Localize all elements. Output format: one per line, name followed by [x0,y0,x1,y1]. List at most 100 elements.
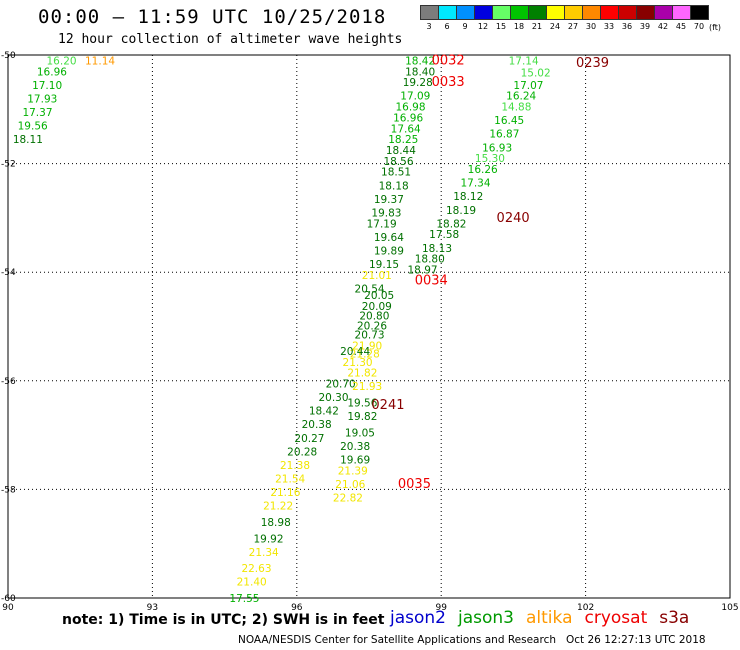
legend-label: 15 [495,22,507,31]
legend-swatch [690,5,709,20]
wave-height-label: 18.51 [381,167,411,179]
wave-height-label: 21.30 [343,357,373,369]
wave-height-label: 15.30 [475,153,505,165]
wave-height-label: 16.93 [482,142,512,154]
legend-label: 6 [444,22,450,31]
legend-label: 30 [585,22,597,31]
y-tick-label: -52 [1,160,16,170]
legend-label: 42 [657,22,669,31]
footer-credit: NOAA/NESDIS Center for Satellite Applica… [238,634,706,646]
wave-height-map: 90 93 96 99 102 105 -50 -52 -54 -56 -58 -60 16.20 11.… [1,51,739,610]
legend-item: 30 [582,5,601,32]
wave-height-label: 16.45 [494,115,524,127]
wave-height-label: 30.11 [222,609,252,610]
wave-height-label: 21.28 [350,349,380,361]
wave-height-label: 17.19 [367,218,397,230]
wave-height-label: 21.40 [237,577,267,589]
wave-height-label: 17.64 [391,123,421,135]
wave-height-label: 18.98 [261,517,291,529]
page-title: 00:00 – 11:59 UTC 10/25/2018 [38,6,387,28]
wave-height-label: 19.15 [369,259,399,271]
wave-height-label: 18.40 [405,66,435,78]
wave-height-label: 20.73 [355,330,385,342]
satellite-cryosat: cryosat [584,608,648,628]
legend-label: 21 [531,22,543,31]
wave-height-label: 19.56 [18,121,48,133]
wave-height-label: 18.80 [415,254,445,266]
wave-height-label: 21.39 [338,465,368,477]
wave-height-label: 18.18 [379,180,409,192]
wave-height-label: 20.28 [287,446,317,458]
pass-time-label: 0035 [398,477,431,492]
wave-height-label: 18.19 [446,205,476,217]
page-subtitle: 12 hour collection of altimeter wave hei… [58,32,403,47]
wave-height-label: 17.14 [509,55,539,67]
wave-height-label: 18.25 [388,134,418,146]
wave-height-label: 22.82 [333,493,363,505]
wave-height-label: 21.93 [352,381,382,393]
y-tick-label: -56 [1,377,16,387]
wave-height-label: 20.44 [340,346,370,358]
wave-height-label: 16.98 [395,102,425,114]
x-tick-label: 96 [291,603,303,610]
legend-label: 39 [639,22,651,31]
satellite-jason3: jason3 [458,608,514,628]
wave-height-label: 19.64 [374,232,404,244]
pass-time-label: 0240 [497,211,530,226]
satellite-jason2: jason2 [390,608,446,628]
wave-height-label: 17.09 [400,91,430,103]
wave-height-label: 19.37 [374,194,404,206]
x-tick-label: 105 [721,603,738,610]
wave-height-label: 17.07 [513,80,543,92]
wave-height-label: 21.90 [352,341,382,353]
wave-height-label: 20.38 [340,441,370,453]
wave-height-label: 17.55 [229,593,259,605]
wave-height-label: 21.06 [335,479,365,491]
wave-height-label: 18.82 [436,218,466,230]
wave-height-label: 17.34 [460,178,490,190]
wave-height-label: 19.56 [347,398,377,410]
wave-height-label: 19.92 [253,533,283,545]
legend-item: 45 [672,5,691,32]
legend-label: 24 [549,22,561,31]
pass-time-label: 0034 [415,273,448,288]
wave-height-label: 20.27 [294,433,324,445]
wave-height-label: 19.82 [347,411,377,423]
wave-height-label: 16.87 [489,129,519,141]
legend-label: 45 [675,22,687,31]
legend-item: 3 [420,5,439,32]
wave-height-label: 18.42 [405,55,435,67]
wave-height-label: 20.30 [318,392,348,404]
wave-height-label: 17.58 [429,229,459,241]
legend-item: 70 [690,5,709,32]
x-tick-label: 102 [577,603,594,610]
legend-label: 27 [567,22,579,31]
wave-height-label: 19.05 [345,427,375,439]
legend-label: 3 [426,22,432,31]
wave-height-label: 21.54 [275,474,305,486]
legend-label: 70 [693,22,705,31]
wave-height-label: 16.20 [47,55,77,67]
wave-height-label: 18.42 [309,406,339,418]
y-tick-label: -54 [1,268,16,278]
wave-height-label: 16.96 [37,66,67,78]
wave-height-label: 20.26 [357,320,387,332]
wave-height-label: 22.63 [241,563,271,575]
x-tick-label: 90 [2,603,14,610]
pass-time-label: 0032 [432,53,465,68]
wave-height-label: 15.02 [521,67,551,79]
wave-height-label: 18.11 [13,134,43,146]
wave-height-label: 17.93 [27,93,57,105]
pass-time-label: 0241 [371,398,404,413]
wave-height-label: 17.37 [22,107,52,119]
legend-label: 12 [477,22,489,31]
satellite-legend: jason2 jason3 altika cryosat s3a [390,608,701,628]
wave-height-label: 18.13 [422,243,452,255]
wave-height-label: 19.89 [374,245,404,257]
wave-height-label: 21.22 [263,501,293,513]
legend-label: 36 [621,22,633,31]
wave-height-label: 19.28 [403,77,433,89]
wave-height-label: 20.38 [302,419,332,431]
wave-height-label: 21.38 [280,460,310,472]
wave-height-label: 20.80 [359,311,389,323]
